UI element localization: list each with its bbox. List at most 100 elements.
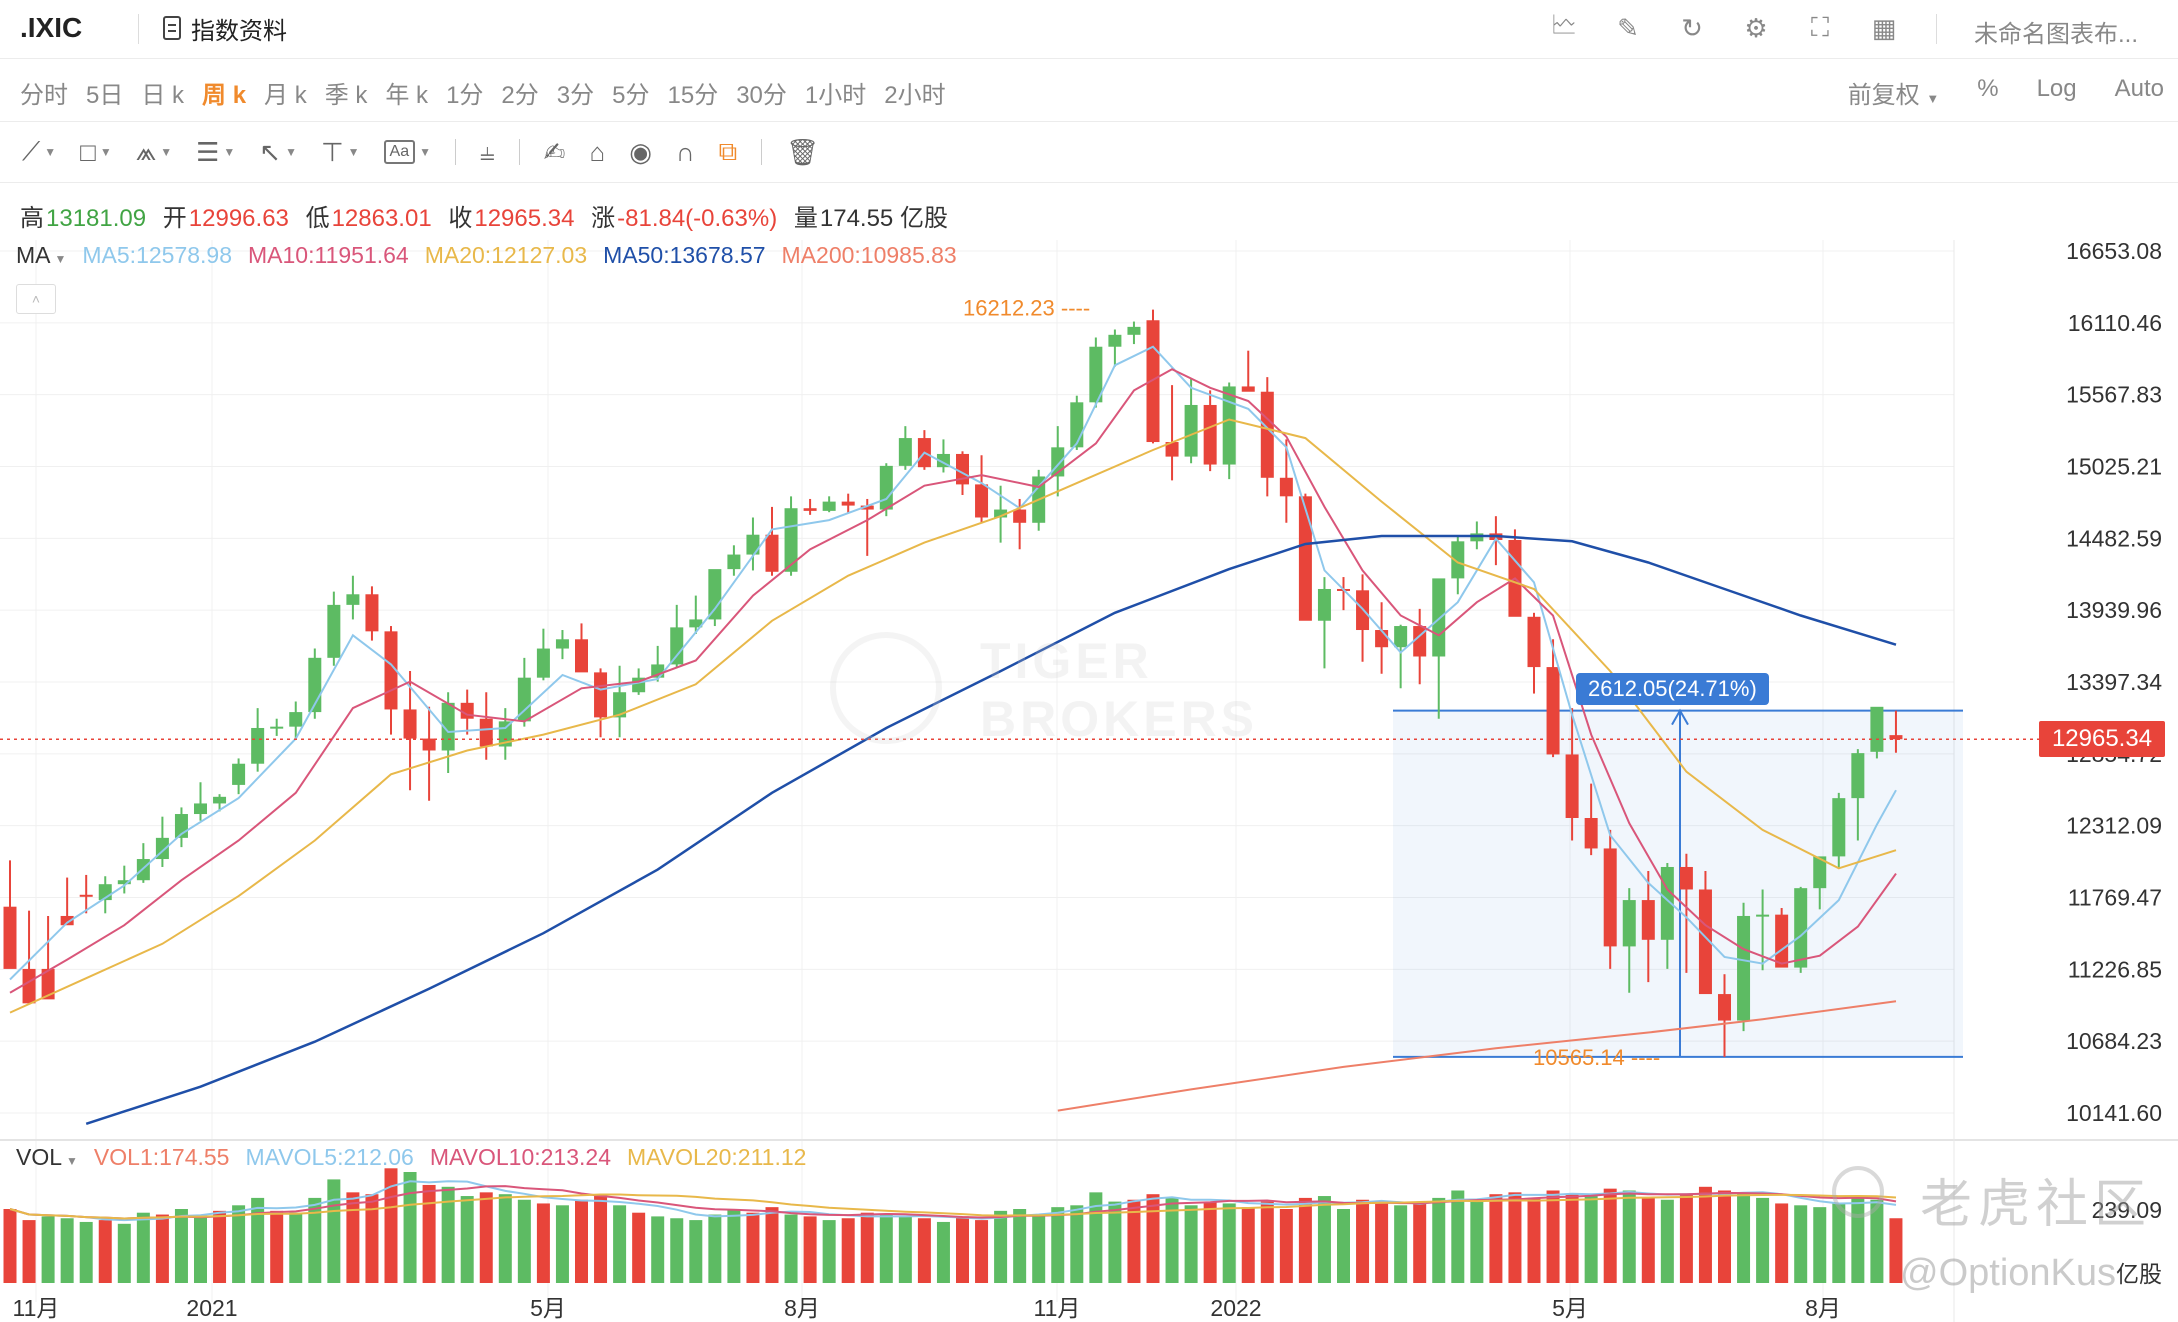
symbol-title: .IXIC (20, 12, 83, 43)
divider (518, 139, 520, 165)
period-tab[interactable]: 日 k (141, 82, 185, 109)
chart-template-icon[interactable]: 🗠 (1550, 9, 1578, 39)
period-tab[interactable]: 3分 (556, 82, 595, 109)
candle-body (841, 501, 855, 506)
collapse-button[interactable]: ˄ (16, 284, 56, 314)
x-tick-label: 11月 (13, 1295, 60, 1321)
divider (455, 139, 456, 165)
period-tab[interactable]: 30分 (736, 82, 787, 109)
period-tab[interactable]: 5分 (612, 82, 650, 109)
volume-bar (822, 1220, 836, 1283)
index-info-button[interactable]: 指数资料 (163, 10, 287, 46)
measure-label: 2612.05(24.71%) (1576, 673, 1769, 705)
candle-body (1622, 900, 1636, 947)
volume-bar (1127, 1199, 1141, 1283)
layout-name-button[interactable]: 未命名图表布... (1974, 21, 2139, 48)
candle-body (1641, 900, 1655, 940)
trendline-tool[interactable]: ⟋ ▼ (22, 132, 56, 172)
volume-bar (117, 1223, 131, 1283)
percent-toggle[interactable]: % (1977, 75, 1999, 102)
volume-bar (517, 1199, 531, 1283)
volume-bar (936, 1221, 950, 1283)
caret-down-icon: ▼ (419, 145, 431, 159)
drawing-toolbar: ⟋ ▼ □ ▼ ⩕ ▼ ☰ ▼ ↖ ▼ ⊤ ▼ Aa ▼ ⫨ ✍ ⌂ ◉ ∩ ⧉ 🗑 (0, 122, 2178, 183)
volume-bar (346, 1192, 360, 1283)
link-tool[interactable]: ⧉ (719, 132, 738, 172)
volume-bar (1489, 1194, 1503, 1283)
magnet-tool[interactable]: ∩ (676, 132, 695, 172)
period-tab[interactable]: 周 k (202, 82, 247, 109)
volume-bar (1298, 1197, 1312, 1283)
period-tab[interactable]: 分时 (20, 82, 68, 109)
ma-indicator-dropdown[interactable]: MA ▼ (16, 242, 66, 269)
delete-tool[interactable]: 🗑 (786, 132, 819, 172)
candle-body (251, 727, 265, 764)
candle-body (765, 534, 779, 572)
ohlc-info: 高13181.09 开12996.63 低12863.01 收12965.34 … (20, 198, 958, 233)
volume-bar (22, 1220, 36, 1283)
ma200-line (1057, 1000, 1897, 1112)
text-box-icon: Aa (383, 140, 416, 164)
fullscreen-icon[interactable]: ⛶ (1810, 12, 1830, 42)
candle-body (1851, 753, 1865, 799)
volume-bar (898, 1216, 912, 1283)
period-tab[interactable]: 月 k (264, 82, 307, 109)
candle-body (1432, 578, 1446, 657)
volume-bar (1584, 1196, 1598, 1283)
candle-body (575, 639, 588, 673)
lock-tool[interactable]: ⌂ (589, 132, 605, 172)
bars-icon: ⫨ (480, 136, 495, 166)
log-toggle[interactable]: Log (2036, 75, 2077, 102)
undo-icon[interactable]: ↻ (1681, 12, 1703, 43)
legend-item: MAVOL20:211.12 (626, 1144, 807, 1170)
bar-pattern-tool[interactable]: ⫨ (480, 132, 495, 172)
adjust-dropdown[interactable]: 前复权 ▼ (1848, 75, 1940, 110)
pencil-icon[interactable]: ✎ (1617, 12, 1639, 43)
volume-bar (1546, 1190, 1560, 1283)
period-tab[interactable]: 2分 (501, 82, 539, 109)
volume-bar (784, 1214, 798, 1283)
volume-bar (860, 1212, 874, 1283)
volume-bar (98, 1220, 112, 1283)
candle-body (879, 465, 893, 510)
candle-body (517, 677, 531, 722)
period-tab[interactable]: 5日 (86, 82, 124, 109)
drawing-tools: ⟋ ▼ □ ▼ ⩕ ▼ ☰ ▼ ↖ ▼ ⊤ ▼ Aa ▼ ⫨ ✍ ⌂ ◉ ∩ ⧉ 🗑 (22, 132, 819, 172)
y-tick-label: 10684.23 (2066, 1028, 2162, 1054)
visibility-tool[interactable]: ◉ (629, 132, 652, 172)
text-tool[interactable]: Aa ▼ (383, 132, 431, 172)
adjust-label: 前复权 (1847, 82, 1920, 109)
volume-bar (232, 1205, 246, 1283)
volume-bar (1222, 1203, 1236, 1283)
period-tab[interactable]: 2小时 (884, 82, 946, 109)
rectangle-tool[interactable]: □ ▼ (80, 132, 112, 172)
volume-bar (1165, 1197, 1179, 1283)
period-tab[interactable]: 季 k (324, 82, 368, 109)
divider (761, 139, 763, 165)
volume-bar (1089, 1192, 1103, 1283)
period-tab[interactable]: 15分 (667, 82, 719, 109)
period-tab[interactable]: 年 k (385, 82, 429, 109)
candle-body (327, 604, 341, 658)
ma50-line (85, 534, 1897, 1125)
auto-toggle[interactable]: Auto (2114, 75, 2164, 102)
x-tick-label: 11月 (1034, 1295, 1081, 1321)
arrow-tool[interactable]: ↖ ▼ (259, 132, 297, 172)
volume-label: 量 (793, 205, 818, 232)
volume-bar (975, 1220, 989, 1283)
grid-layout-icon[interactable]: ▦ (1871, 12, 1897, 43)
fibonacci-tool[interactable]: ☰ ▼ (196, 132, 235, 172)
candle-body (1070, 402, 1084, 448)
vol-indicator-dropdown[interactable]: VOL ▼ (16, 1144, 78, 1171)
brush-tool[interactable]: ✍ (544, 132, 566, 172)
measure-tool[interactable]: ⊤ ▼ (321, 132, 360, 172)
period-tab[interactable]: 1分 (446, 82, 484, 109)
pattern-tool[interactable]: ⩕ ▼ (136, 132, 172, 172)
gear-icon[interactable]: ⚙ (1744, 12, 1768, 43)
volume-bar (1832, 1203, 1846, 1283)
change-label: 涨 (591, 205, 616, 232)
period-tab[interactable]: 1小时 (804, 82, 867, 109)
volume-bar (1394, 1205, 1408, 1283)
candle-body (860, 505, 874, 510)
